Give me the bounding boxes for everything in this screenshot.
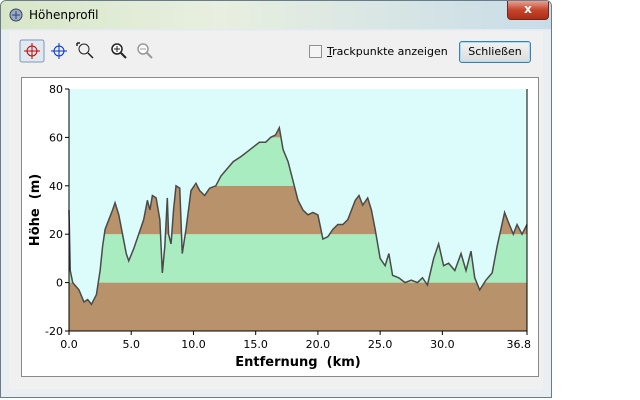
x-tick-label: 20.0 (306, 338, 331, 351)
elevation-line (68, 125, 528, 306)
chart: -20 0 20 40 60 80 0.0 5.0 10.0 15.0 20.0 25.0 30.0 36… (28, 83, 532, 370)
x-tick-label: 10.0 (181, 338, 206, 351)
y-tick-label: 0 (56, 277, 63, 290)
y-tick-label: -20 (45, 325, 63, 338)
y-axis-title: Höhe (m) (28, 174, 43, 246)
tool-crosshair[interactable] (51, 43, 67, 59)
checkbox[interactable] (309, 45, 322, 58)
tool-zoom-in[interactable] (111, 43, 127, 59)
dialog-window: Höhenprofil x Trackpunkte anzeigen Schli… (0, 0, 552, 398)
x-tick-label: 5.0 (122, 338, 140, 351)
x-axis-title: Entfernung (km) (235, 355, 360, 370)
close-button[interactable]: x (507, 1, 549, 20)
window-title: Höhenprofil (29, 8, 99, 22)
app-icon (9, 8, 23, 22)
x-tick-label: 0.0 (60, 338, 78, 351)
close-dialog-button[interactable]: Schließen (459, 41, 531, 63)
y-tick-label: 60 (49, 131, 63, 144)
y-tick-label: 80 (49, 83, 63, 96)
x-tick-label: 30.0 (430, 338, 455, 351)
y-tick-label: 20 (49, 228, 63, 241)
x-tick-label: 15.0 (243, 338, 268, 351)
checkbox-label: Trackpunkte anzeigen (327, 45, 448, 58)
title-bar: Höhenprofil x (1, 1, 551, 29)
tool-select-point[interactable] (19, 39, 45, 63)
tool-zoom-out[interactable] (137, 43, 153, 59)
client-area: Trackpunkte anzeigen Schließen -20 0 20 40 6… (9, 31, 543, 389)
tool-zoom-area[interactable] (76, 42, 94, 59)
y-tick-label: 40 (49, 180, 63, 193)
x-tick-label: 25.0 (368, 338, 393, 351)
x-tick-label: 36.8 (507, 338, 532, 351)
trackpoints-checkbox[interactable]: Trackpunkte anzeigen (309, 45, 448, 58)
toolbar (19, 39, 153, 63)
chart-panel: -20 0 20 40 60 80 0.0 5.0 10.0 15.0 20.0 25.0 30.0 36… (21, 77, 539, 377)
elevation-band (69, 282, 527, 331)
